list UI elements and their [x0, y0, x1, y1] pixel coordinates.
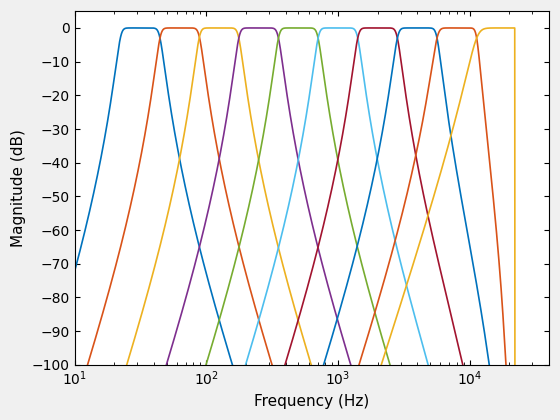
X-axis label: Frequency (Hz): Frequency (Hz) [254, 394, 370, 409]
Y-axis label: Magnitude (dB): Magnitude (dB) [11, 129, 26, 247]
